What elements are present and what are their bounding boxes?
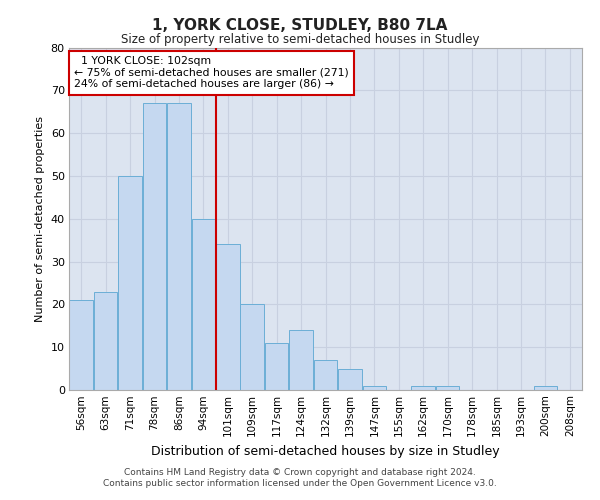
Bar	[143, 103, 166, 390]
Bar	[533, 386, 557, 390]
Bar	[118, 176, 142, 390]
Bar	[216, 244, 239, 390]
Bar	[289, 330, 313, 390]
Bar	[70, 300, 93, 390]
Bar	[436, 386, 460, 390]
Bar	[241, 304, 264, 390]
Bar	[338, 368, 362, 390]
Bar	[362, 386, 386, 390]
Bar	[167, 103, 191, 390]
X-axis label: Distribution of semi-detached houses by size in Studley: Distribution of semi-detached houses by …	[151, 444, 500, 458]
Text: 1, YORK CLOSE, STUDLEY, B80 7LA: 1, YORK CLOSE, STUDLEY, B80 7LA	[152, 18, 448, 32]
Bar	[314, 360, 337, 390]
Bar	[94, 292, 118, 390]
Text: 1 YORK CLOSE: 102sqm
← 75% of semi-detached houses are smaller (271)
24% of semi: 1 YORK CLOSE: 102sqm ← 75% of semi-detac…	[74, 56, 349, 90]
Text: Size of property relative to semi-detached houses in Studley: Size of property relative to semi-detach…	[121, 32, 479, 46]
Text: Contains HM Land Registry data © Crown copyright and database right 2024.
Contai: Contains HM Land Registry data © Crown c…	[103, 468, 497, 487]
Bar	[191, 219, 215, 390]
Y-axis label: Number of semi-detached properties: Number of semi-detached properties	[35, 116, 45, 322]
Bar	[412, 386, 435, 390]
Bar	[265, 343, 289, 390]
